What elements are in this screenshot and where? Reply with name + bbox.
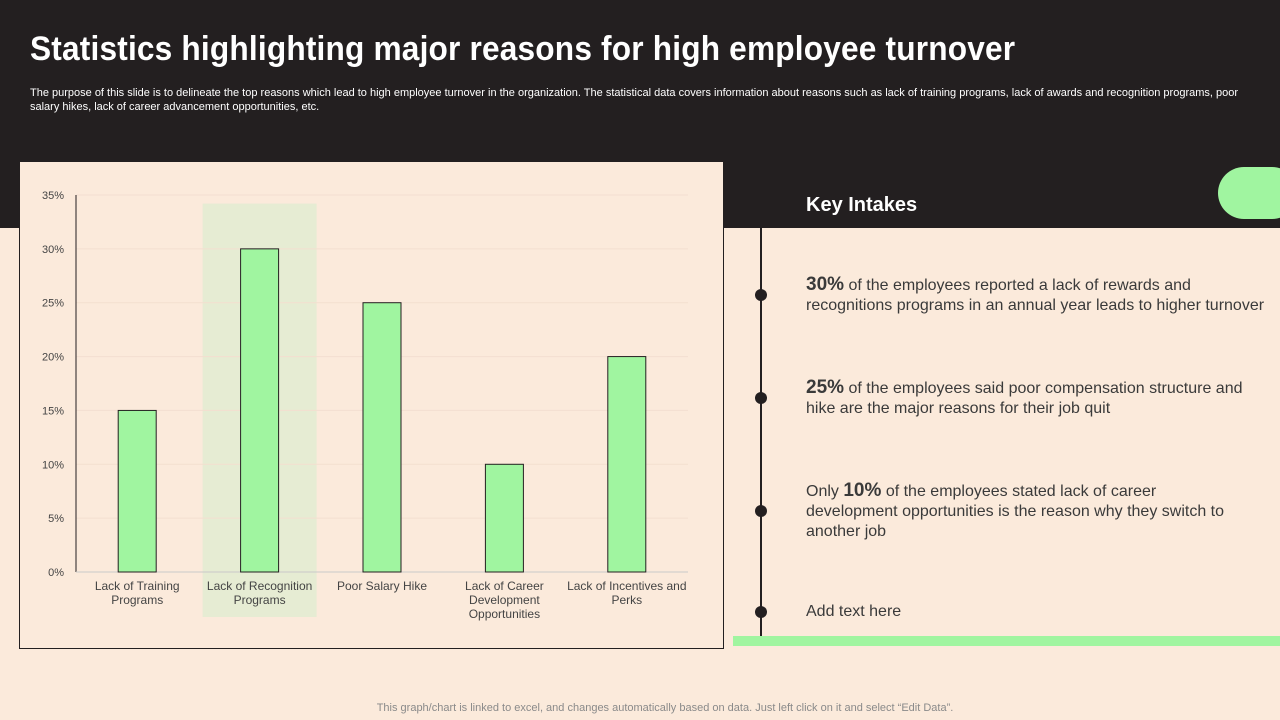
timeline-dot (755, 392, 767, 404)
category-label: Opportunities (469, 607, 540, 621)
y-tick-label: 35% (42, 190, 64, 202)
slide-subtitle: The purpose of this slide is to delineat… (30, 87, 1239, 113)
bar (362, 302, 402, 573)
decorative-green-bar (733, 636, 1280, 646)
bar (240, 248, 280, 573)
y-tick-label: 0% (48, 567, 64, 579)
key-intake-item: 25% of the employees said poor compensat… (806, 378, 1266, 419)
chart-svg: 0%5%10%15%20%25%30%35%Lack of TrainingPr… (42, 190, 688, 621)
intake-value: 30% (806, 274, 845, 295)
intake-text: Add text here (806, 603, 902, 620)
intake-text: of the employees stated lack of career d… (806, 483, 1225, 540)
bar (117, 409, 157, 573)
category-label: Lack of Recognition (207, 579, 312, 593)
category-label: Programs (234, 593, 286, 607)
bar-chart[interactable]: 0% 5% 10% 15% 20% 25% 30% 35% Lack of Training Pr… (19, 161, 724, 649)
y-tick-label: 5% (48, 513, 64, 525)
category-label: Programs (111, 593, 163, 607)
decorative-pill (1218, 167, 1280, 219)
timeline-dot (755, 289, 767, 301)
y-tick-label: 10% (42, 459, 64, 471)
y-tick-label: 30% (42, 244, 64, 256)
y-tick-label: 25% (42, 298, 64, 310)
intake-prefix: Only (806, 483, 844, 500)
category-label: Lack of Training (95, 579, 180, 593)
category-label: Lack of Incentives and (567, 579, 686, 593)
intake-value: 10% (843, 480, 882, 501)
y-tick-label: 15% (42, 405, 64, 417)
key-intake-item: 30% of the employees reported a lack of … (806, 275, 1266, 316)
bar (607, 356, 647, 573)
intake-value: 25% (806, 377, 845, 398)
timeline-dot (755, 505, 767, 517)
intake-text: of the employees said poor compensation … (806, 380, 1243, 417)
key-intakes-heading: Key Intakes (806, 194, 918, 216)
key-intake-item[interactable]: Add text here (806, 602, 1266, 622)
key-intake-item: Only 10% of the employees stated lack of… (806, 481, 1236, 542)
y-tick-label: 20% (42, 352, 64, 364)
category-label: Poor Salary Hike (337, 579, 427, 593)
slide-title: Statistics highlighting major reasons fo… (30, 30, 1016, 68)
category-label: Development (469, 593, 540, 607)
bar (484, 463, 524, 573)
category-label: Lack of Career (465, 579, 544, 593)
footnote: This graph/chart is linked to excel, and… (376, 702, 954, 714)
intake-text: of the employees reported a lack of rewa… (806, 277, 1265, 314)
timeline-line (760, 228, 762, 636)
category-label: Perks (611, 593, 642, 607)
timeline-dot (755, 606, 767, 618)
